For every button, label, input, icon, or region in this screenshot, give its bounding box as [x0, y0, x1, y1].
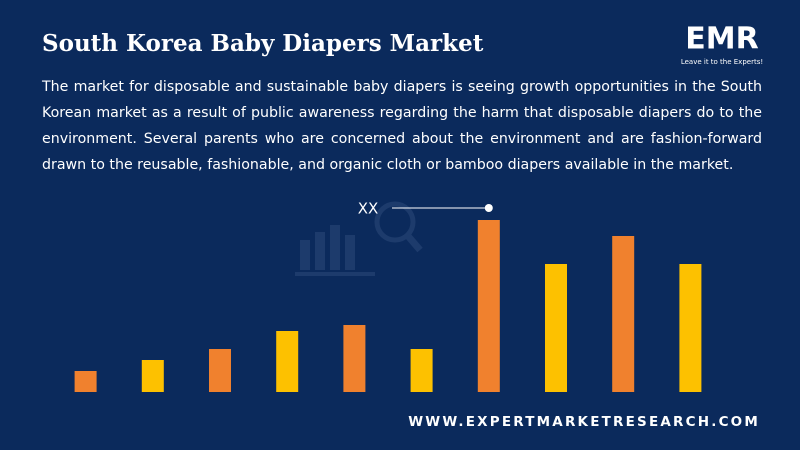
bar: [477, 220, 500, 392]
bar: [74, 371, 97, 392]
bar: [410, 349, 433, 392]
title: South Korea Baby Diapers Market: [42, 30, 484, 57]
description: The market for disposable and sustainabl…: [42, 79, 762, 173]
logo-tagline: Leave it to the Experts!: [681, 58, 763, 66]
bar: [276, 331, 299, 392]
bar: [209, 349, 231, 392]
website: WWW.EXPERTMARKETRESEARCH.COM: [408, 414, 760, 430]
background-icon: [295, 201, 423, 276]
bar: [679, 264, 702, 392]
annotation: XX: [358, 200, 379, 218]
annotation-dot: [484, 204, 493, 212]
bar: [545, 264, 567, 392]
logo: EMR: [685, 22, 758, 57]
bar: [343, 325, 366, 392]
bar: [612, 236, 635, 392]
bar: [141, 360, 164, 392]
